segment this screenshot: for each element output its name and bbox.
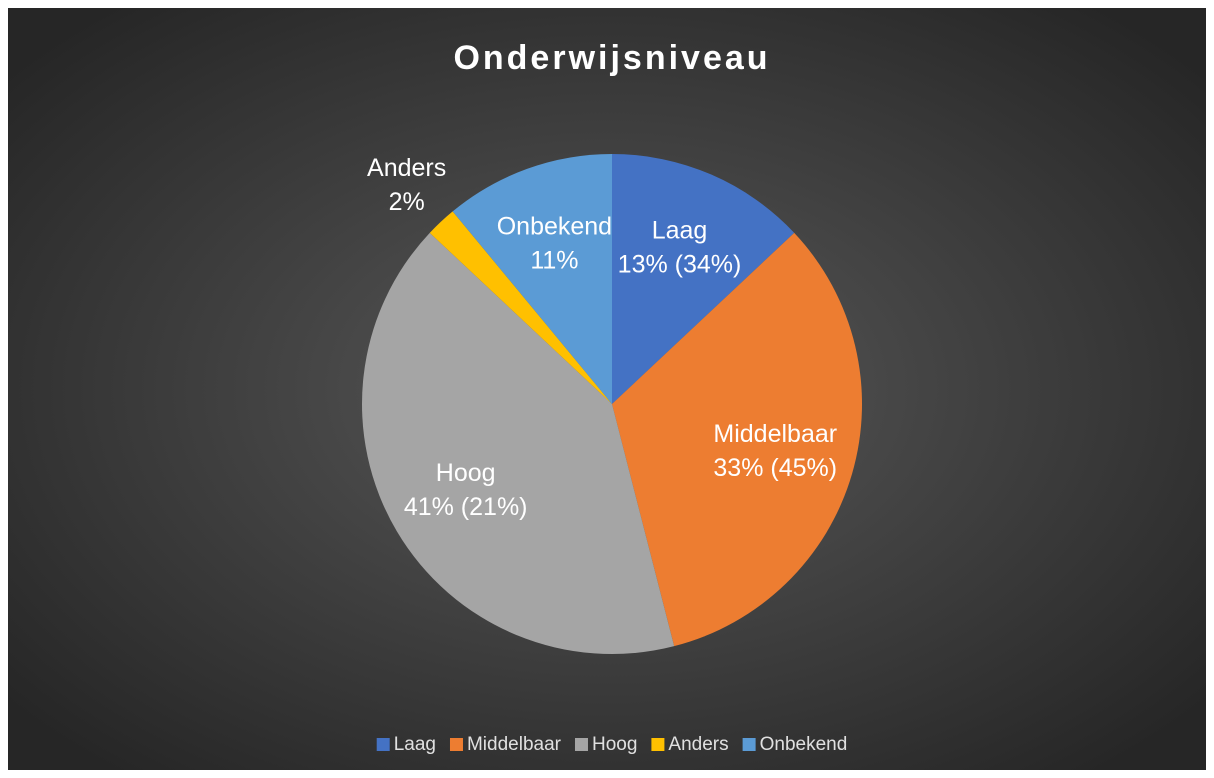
pie-slice [452, 154, 612, 404]
legend-swatch [376, 738, 390, 751]
legend-swatch [574, 738, 588, 751]
slice-label-value: 13% (34%) [618, 251, 742, 279]
legend-swatch [449, 738, 463, 751]
legend-label: Laag [394, 734, 436, 755]
slice-label-name: Middelbaar [713, 420, 837, 448]
chart-title: Onderwijsniveau [453, 39, 770, 77]
slice-label-name: Onbekend [497, 213, 612, 241]
pie-slice [612, 232, 862, 647]
legend-swatch [742, 738, 756, 751]
slice-label-name: Hoog [436, 459, 496, 487]
legend-label: Hoog [592, 734, 637, 755]
pie-slice [612, 154, 795, 404]
legend-label: Anders [668, 734, 728, 755]
slice-label-name: Anders [367, 154, 446, 182]
legend-swatch [651, 738, 665, 751]
legend-label: Middelbaar [467, 734, 562, 755]
slice-label-value: 2% [389, 188, 425, 216]
slice-label-value: 11% [530, 247, 578, 275]
slice-label-value: 41% (21%) [404, 493, 528, 521]
slice-label-name: Laag [652, 217, 708, 245]
pie-slice [361, 232, 675, 655]
slice-label-value: 33% (45%) [713, 454, 837, 482]
legend-label: Onbekend [760, 734, 848, 755]
pie-slice [429, 211, 612, 404]
